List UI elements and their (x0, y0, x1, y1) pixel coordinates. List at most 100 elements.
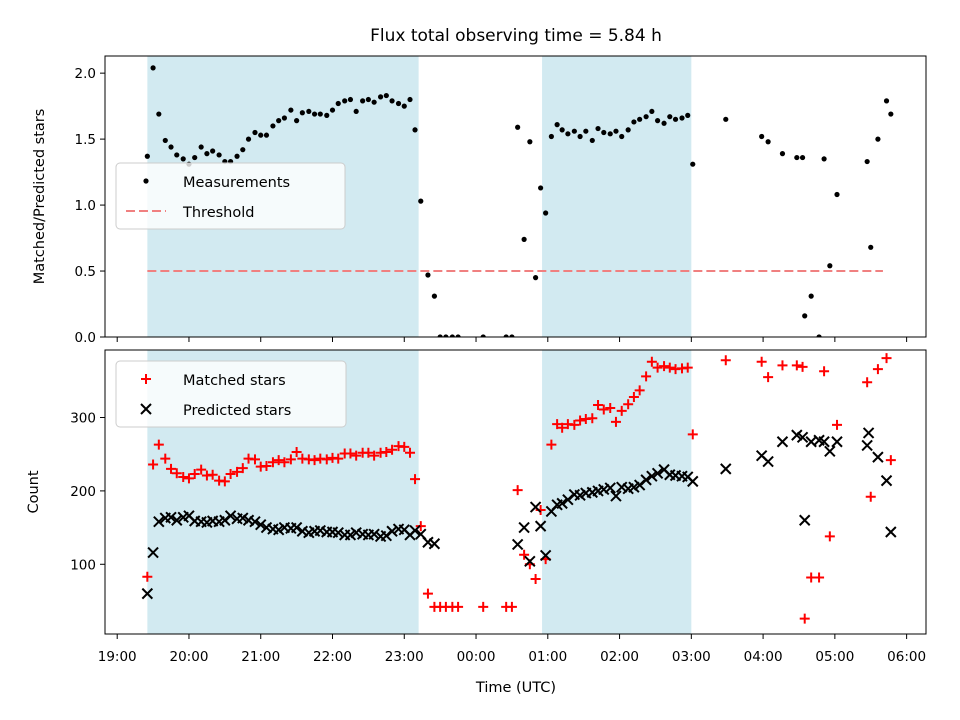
predicted-star-point (872, 451, 884, 463)
measurement-point (150, 65, 156, 71)
matched-star-point (309, 455, 320, 466)
predicted-star-point (818, 436, 830, 448)
measurement-point (407, 96, 413, 103)
measurement-point (690, 161, 696, 167)
matched-star-point (687, 429, 698, 440)
x-tick-label: 03:00 (672, 649, 711, 665)
matched-star-point (478, 601, 489, 612)
measurement-point (672, 116, 679, 122)
x-tick-label: 04:00 (744, 649, 783, 665)
matched-star-point (381, 447, 392, 458)
predicted-star-point (720, 463, 732, 475)
measurement-point (821, 156, 827, 162)
measurement-point (317, 111, 323, 117)
matched-star-point (720, 355, 731, 366)
predicted-star-point (386, 525, 398, 537)
predicted-star-point (147, 546, 159, 559)
matched-star-point (160, 453, 171, 464)
x-tick-label: 00:00 (457, 649, 496, 665)
predicted-star-point (534, 520, 547, 532)
legend-matched-marker (141, 374, 151, 384)
measurement-point (868, 244, 874, 250)
matched-star-point (225, 469, 236, 480)
predicted-star-point (249, 516, 261, 528)
matched-star-point (142, 571, 153, 582)
measurement-point (365, 96, 371, 103)
measurement-point (418, 198, 424, 204)
x-axis-title: Time (UTC) (475, 680, 556, 696)
predicted-star-point (141, 587, 154, 600)
legend-predicted-label: Predicted stars (183, 403, 291, 419)
matched-star-point (605, 402, 616, 413)
y-tick-label: 1.0 (75, 198, 96, 214)
matched-star-point (587, 413, 598, 424)
matched-star-point (862, 377, 873, 388)
matched-star-point (575, 415, 586, 426)
measurement-point (759, 133, 765, 140)
measurement-point (888, 111, 894, 117)
measurement-point (263, 132, 270, 138)
measurement-point (583, 128, 589, 134)
measurement-point (324, 112, 330, 118)
matched-star-point (797, 361, 808, 372)
predicted-star-point (646, 470, 658, 482)
predicted-star-point (165, 511, 177, 524)
matched-star-point (237, 463, 248, 474)
matched-star-point (628, 391, 639, 402)
measurement-point (619, 133, 625, 140)
matched-star-point (189, 469, 200, 480)
measurement-point (360, 98, 366, 104)
measurement-point (509, 334, 515, 337)
measurement-point (779, 151, 786, 157)
matched-star-point (453, 601, 464, 612)
measurement-point (174, 152, 180, 158)
predicted-star-point (610, 490, 622, 502)
matched-star-point (415, 521, 426, 532)
matched-star-point (171, 468, 182, 479)
measurement-point (827, 263, 833, 269)
matched-star-point (641, 371, 652, 382)
predicted-star-point (255, 518, 267, 531)
matched-star-point (267, 457, 278, 468)
matched-star-point (232, 466, 243, 477)
measurement-point (401, 103, 407, 109)
measurement-point (204, 151, 210, 157)
matched-star-point (885, 455, 896, 466)
measurement-point (548, 133, 554, 140)
plot-area (144, 56, 894, 337)
matched-star-point (321, 454, 332, 465)
predicted-star-point (776, 436, 789, 448)
x-tick-label: 21:00 (241, 649, 280, 665)
measurement-point (455, 334, 461, 337)
legend: Matched stars Predicted stars (115, 360, 347, 428)
measurement-point (306, 108, 312, 115)
measurement-point (437, 334, 443, 337)
measurement-point (532, 275, 539, 281)
matched-star-point (598, 404, 609, 415)
measurement-point (162, 137, 168, 144)
predicted-star-point (529, 501, 542, 513)
measurement-point (613, 128, 619, 134)
matched-star-point (219, 476, 230, 487)
matched-star-point (819, 366, 830, 377)
measurement-point (765, 139, 771, 145)
y-tick-label: 0.0 (75, 330, 96, 346)
measurement-point (808, 293, 814, 299)
observing-interval-shade (542, 56, 692, 337)
legend-predicted-marker (140, 403, 152, 415)
matched-star-point (285, 454, 296, 465)
predicted-star-point (171, 514, 183, 526)
measurement-point (383, 92, 389, 99)
measurement-point (252, 129, 258, 136)
measurement-point (234, 153, 240, 159)
predicted-star-point (880, 474, 893, 487)
matched-star-point (865, 491, 876, 502)
predicted-star-point (831, 436, 843, 448)
measurement-point (571, 128, 577, 134)
measurement-point (607, 131, 613, 137)
legend-measurements-label: Measurements (183, 175, 290, 191)
y-tick-label: 300 (70, 411, 96, 427)
legend-matched-label: Matched stars (183, 373, 286, 389)
measurement-point (503, 334, 509, 337)
